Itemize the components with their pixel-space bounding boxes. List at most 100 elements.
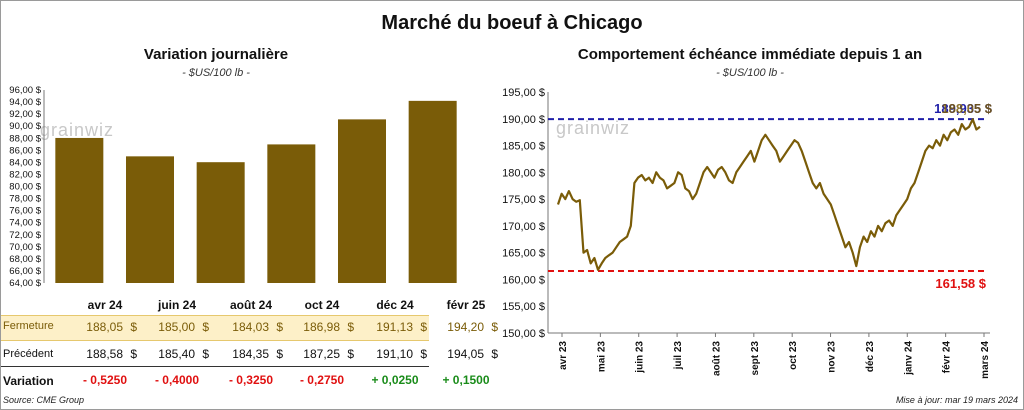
price-series-line (556, 118, 981, 271)
close-cell-currency: $ (420, 320, 427, 334)
variation-cell: - 0,3250 (228, 373, 274, 387)
row-label-prev: Précédent (3, 348, 54, 360)
prev-cell-value: 188,58 (86, 347, 123, 361)
source-note: Source: CME Group (3, 395, 85, 405)
bar-y-tick-label: 92,00 $ (9, 109, 41, 120)
line-x-tick-label: oct 23 (788, 341, 799, 370)
line-x-tick-label: mars 24 (980, 341, 991, 379)
close-cell-value: 184,03 (232, 320, 269, 334)
bar-y-tick-label: 96,00 $ (9, 85, 41, 96)
line-x-tick-label: juin 23 (635, 341, 646, 374)
line-x-tick-label: nov 23 (827, 341, 838, 373)
line-x-tick-label: juil 23 (673, 341, 684, 371)
variation-cell: - 0,5250 (82, 373, 128, 387)
bar-y-tick-label: 84,00 $ (9, 157, 41, 168)
bar-chart-title: Variation journalière (143, 46, 289, 63)
line-y-tick-label: 190,00 $ (502, 114, 545, 126)
close-cell-value: 191,13 (376, 320, 413, 334)
line-y-tick-label: 195,00 $ (502, 87, 545, 99)
bar (338, 119, 386, 283)
bar-y-tick-label: 76,00 $ (9, 206, 41, 217)
bar-chart: 64,00 $66,00 $68,00 $70,00 $72,00 $74,00… (9, 85, 457, 289)
close-cell-value: 185,00 (158, 320, 195, 334)
bar (55, 137, 104, 283)
line-x-tick-label: déc 23 (865, 341, 876, 373)
bar-chart-subtitle: - $US/100 lb - (182, 67, 250, 79)
line-x-tick-label: mai 23 (596, 341, 607, 373)
close-cell-currency: $ (491, 320, 498, 334)
row-label-close: Fermeture (3, 320, 54, 332)
prev-cell-currency: $ (130, 347, 137, 361)
prev-cell-currency: $ (347, 347, 354, 361)
line-x-tick-label: févr 24 (942, 341, 953, 374)
close-cell-currency: $ (202, 320, 209, 334)
prev-cell-currency: $ (276, 347, 283, 361)
row-label-var: Variation (3, 374, 54, 388)
table-header: juin 24 (157, 298, 196, 312)
prev-cell-value: 187,25 (303, 347, 340, 361)
watermark-right: grainwiz (556, 118, 631, 138)
prev-cell-value: 191,10 (376, 347, 413, 361)
table-header: déc 24 (376, 298, 414, 312)
line-y-tick-label: 165,00 $ (502, 248, 545, 260)
bar-y-tick-label: 74,00 $ (9, 218, 41, 229)
line-chart-title: Comportement échéance immédiate depuis 1… (577, 46, 923, 63)
line-y-tick-label: 185,00 $ (502, 141, 545, 153)
update-note: Mise à jour: mar 19 mars 2024 (895, 395, 1018, 405)
page-title: Marché du boeuf à Chicago (381, 12, 643, 34)
line-y-tick-label: 150,00 $ (502, 328, 545, 340)
bar (408, 100, 457, 283)
prev-cell-value: 194,05 (447, 347, 484, 361)
line-x-tick-label: avr 23 (558, 341, 569, 370)
line-y-tick-label: 160,00 $ (502, 274, 545, 286)
prev-cell-currency: $ (202, 347, 209, 361)
table-divider (1, 366, 429, 367)
table-header: févr 25 (446, 298, 486, 312)
prev-cell-currency: $ (491, 347, 498, 361)
close-cell-currency: $ (276, 320, 283, 334)
variation-cell: + 0,0250 (371, 373, 419, 387)
bar-y-tick-label: 64,00 $ (9, 278, 41, 289)
last-value-label: 188,05 $ (941, 101, 992, 116)
line-x-tick-label: août 23 (711, 341, 722, 376)
prev-cell-value: 185,40 (158, 347, 195, 361)
line-y-tick-label: 155,00 $ (502, 301, 545, 313)
bar-y-tick-label: 86,00 $ (9, 145, 41, 156)
bar-y-tick-label: 88,00 $ (9, 133, 41, 144)
bar-y-tick-label: 90,00 $ (9, 121, 41, 132)
bar-y-tick-label: 94,00 $ (9, 97, 41, 108)
bar (196, 162, 245, 283)
watermark-left: grainwiz (40, 120, 115, 140)
line-y-tick-label: 170,00 $ (502, 221, 545, 233)
bar-y-tick-label: 66,00 $ (9, 266, 41, 277)
close-cell-value: 188,05 (86, 320, 123, 334)
variation-cell: - 0,4000 (154, 373, 200, 387)
bar (267, 144, 316, 283)
close-row-highlight (1, 315, 429, 341)
table-header: oct 24 (304, 298, 340, 312)
variation-cell: + 0,1500 (442, 373, 490, 387)
prev-cell-value: 184,35 (232, 347, 269, 361)
close-cell-currency: $ (347, 320, 354, 334)
min-value-label: 161,58 $ (935, 276, 986, 291)
close-cell-value: 194,20 (447, 320, 484, 334)
bar-y-tick-label: 68,00 $ (9, 254, 41, 265)
bar-y-tick-label: 70,00 $ (9, 242, 41, 253)
variation-cell: - 0,2750 (299, 373, 345, 387)
max-value-label: 189,935 $ (934, 101, 993, 116)
prev-cell-currency: $ (420, 347, 427, 361)
bar (126, 156, 174, 283)
line-y-tick-label: 180,00 $ (502, 167, 545, 179)
table-header: août 24 (229, 298, 272, 312)
table-header: avr 24 (87, 298, 123, 312)
line-x-tick-label: janv 24 (903, 341, 914, 376)
close-cell-value: 186,98 (303, 320, 340, 334)
line-x-tick-label: sept 23 (750, 341, 761, 376)
line-y-tick-label: 175,00 $ (502, 194, 545, 206)
line-chart-subtitle: - $US/100 lb - (716, 67, 784, 79)
bar-y-tick-label: 82,00 $ (9, 169, 41, 180)
close-cell-currency: $ (130, 320, 137, 334)
bar-y-tick-label: 78,00 $ (9, 194, 41, 205)
bar-y-tick-label: 80,00 $ (9, 182, 41, 193)
